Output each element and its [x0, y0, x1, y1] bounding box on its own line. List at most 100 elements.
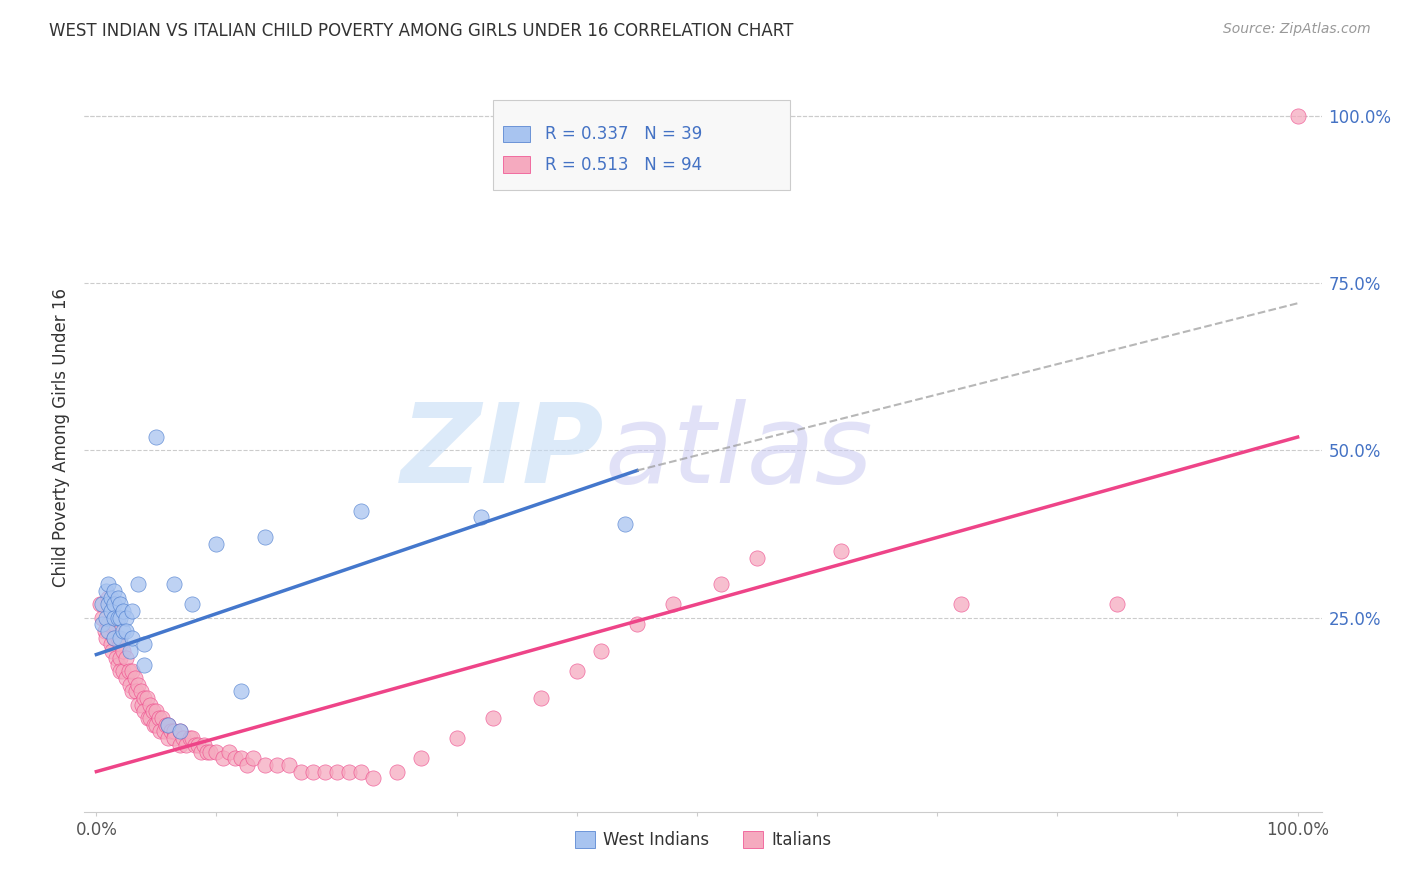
- FancyBboxPatch shape: [492, 100, 790, 190]
- Point: [187, 738, 209, 752]
- Point: [155, 717, 177, 731]
- Point: [139, 711, 162, 725]
- Point: [110, 611, 132, 625]
- Text: atlas: atlas: [605, 399, 873, 506]
- Point: [157, 717, 180, 731]
- Point: [94, 611, 117, 625]
- Point: [176, 738, 198, 752]
- Point: [179, 731, 201, 746]
- Point: [1107, 598, 1129, 612]
- Point: [115, 671, 138, 685]
- Point: [100, 591, 122, 605]
- Point: [115, 624, 138, 639]
- Point: [103, 584, 125, 599]
- Point: [103, 611, 125, 625]
- Text: WEST INDIAN VS ITALIAN CHILD POVERTY AMONG GIRLS UNDER 16 CORRELATION CHART: WEST INDIAN VS ITALIAN CHILD POVERTY AMO…: [49, 22, 793, 40]
- Point: [94, 631, 117, 645]
- Point: [107, 611, 129, 625]
- Point: [118, 664, 141, 679]
- Point: [97, 591, 120, 605]
- Point: [157, 717, 180, 731]
- Point: [121, 604, 143, 618]
- Point: [110, 651, 132, 665]
- Point: [565, 664, 588, 679]
- Point: [125, 684, 148, 698]
- Point: [745, 550, 768, 565]
- Point: [152, 711, 174, 725]
- Point: [97, 617, 120, 632]
- Text: Source: ZipAtlas.com: Source: ZipAtlas.com: [1223, 22, 1371, 37]
- Point: [830, 544, 852, 558]
- Point: [142, 705, 165, 719]
- Y-axis label: Child Poverty Among Girls Under 16: Child Poverty Among Girls Under 16: [52, 287, 70, 587]
- Bar: [502, 156, 530, 173]
- Point: [107, 657, 129, 672]
- Point: [481, 711, 503, 725]
- Point: [530, 690, 553, 705]
- Point: [97, 577, 120, 591]
- Bar: [502, 126, 530, 143]
- Point: [110, 631, 132, 645]
- Point: [662, 598, 685, 612]
- Text: R = 0.513   N = 94: R = 0.513 N = 94: [544, 155, 702, 174]
- Point: [350, 764, 373, 779]
- Point: [148, 711, 170, 725]
- Point: [200, 744, 222, 758]
- Point: [129, 684, 152, 698]
- Point: [115, 611, 138, 625]
- Point: [111, 644, 134, 658]
- Point: [266, 758, 288, 772]
- Point: [253, 530, 276, 544]
- Point: [169, 738, 191, 752]
- Point: [710, 577, 733, 591]
- Point: [103, 598, 125, 612]
- Point: [277, 758, 299, 772]
- Point: [361, 771, 384, 786]
- Point: [205, 744, 228, 758]
- Point: [205, 537, 228, 551]
- Point: [184, 738, 207, 752]
- Point: [350, 503, 373, 517]
- Point: [134, 637, 156, 651]
- Point: [110, 598, 132, 612]
- Point: [135, 690, 157, 705]
- Legend: West Indians, Italians: West Indians, Italians: [568, 824, 838, 855]
- Point: [91, 611, 114, 625]
- Point: [229, 684, 252, 698]
- Point: [181, 731, 204, 746]
- Point: [181, 598, 204, 612]
- Point: [145, 430, 167, 444]
- Point: [134, 657, 156, 672]
- Point: [91, 617, 114, 632]
- Point: [169, 724, 191, 739]
- Point: [145, 705, 167, 719]
- Point: [409, 751, 432, 765]
- Point: [121, 684, 143, 698]
- Point: [110, 637, 132, 651]
- Point: [107, 591, 129, 605]
- Point: [94, 584, 117, 599]
- Point: [103, 631, 125, 645]
- Point: [134, 690, 156, 705]
- Point: [127, 698, 149, 712]
- Point: [314, 764, 336, 779]
- Point: [145, 717, 167, 731]
- Point: [229, 751, 252, 765]
- Point: [94, 624, 117, 639]
- Point: [111, 624, 134, 639]
- Point: [91, 598, 114, 612]
- Point: [169, 724, 191, 739]
- Point: [163, 577, 186, 591]
- Point: [121, 664, 143, 679]
- Point: [160, 724, 183, 739]
- Point: [163, 724, 186, 739]
- Point: [139, 698, 162, 712]
- Point: [127, 577, 149, 591]
- Point: [152, 724, 174, 739]
- Point: [337, 764, 360, 779]
- Point: [149, 724, 172, 739]
- Text: R = 0.337   N = 39: R = 0.337 N = 39: [544, 125, 702, 143]
- Point: [1286, 109, 1309, 123]
- Point: [301, 764, 323, 779]
- Point: [172, 731, 194, 746]
